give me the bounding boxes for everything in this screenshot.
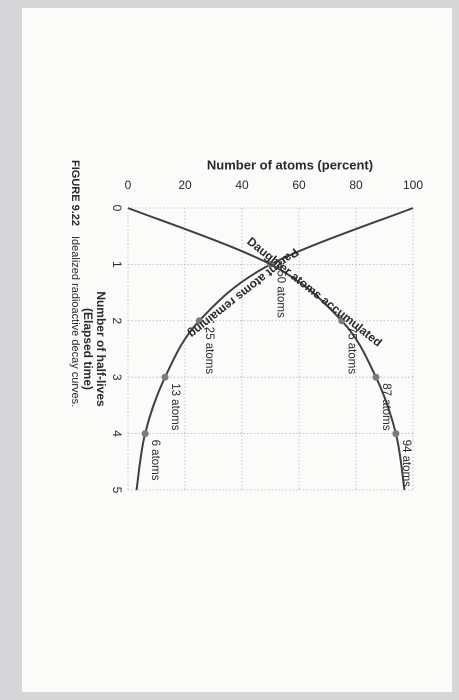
x-tick-label: 2 [110,317,124,324]
caption-group: FIGURE 9.22 Idealized radioactive decay … [69,160,81,407]
y-tick-label: 40 [235,178,249,192]
x-tick-label: 0 [110,205,124,212]
y-axis-title: Number of atoms (percent) [207,157,373,172]
data-label: 94 atoms [400,440,412,488]
data-label: 87 atoms [380,383,392,431]
data-point [392,430,400,438]
x-axis-title: Number of half-lives [94,291,108,407]
data-label: 50 atoms [274,270,286,318]
y-tick-label: 0 [125,178,132,192]
figure-caption: Idealized radioactive decay curves. [69,236,81,407]
data-label: 75 atoms [346,327,358,375]
data-label: 13 atoms [169,383,181,431]
data-point [338,317,346,325]
y-tick-label: 20 [178,178,192,192]
x-tick-label: 5 [110,487,124,494]
data-point [141,430,149,438]
data-point [372,373,380,381]
paper [22,8,452,692]
data-label: 25 atoms [203,327,215,375]
y-tick-label: 80 [349,178,363,192]
x-axis-title: (Elapsed time) [81,308,95,390]
x-tick-label: 1 [110,261,124,268]
y-tick-label: 60 [292,178,306,192]
data-point [195,317,203,325]
data-label: 6 atoms [149,440,161,481]
x-tick-label: 4 [110,430,124,437]
data-point [161,373,169,381]
x-tick-label: 3 [110,374,124,381]
y-tick-label: 100 [403,178,423,192]
figure-label: FIGURE 9.22 [69,160,81,226]
